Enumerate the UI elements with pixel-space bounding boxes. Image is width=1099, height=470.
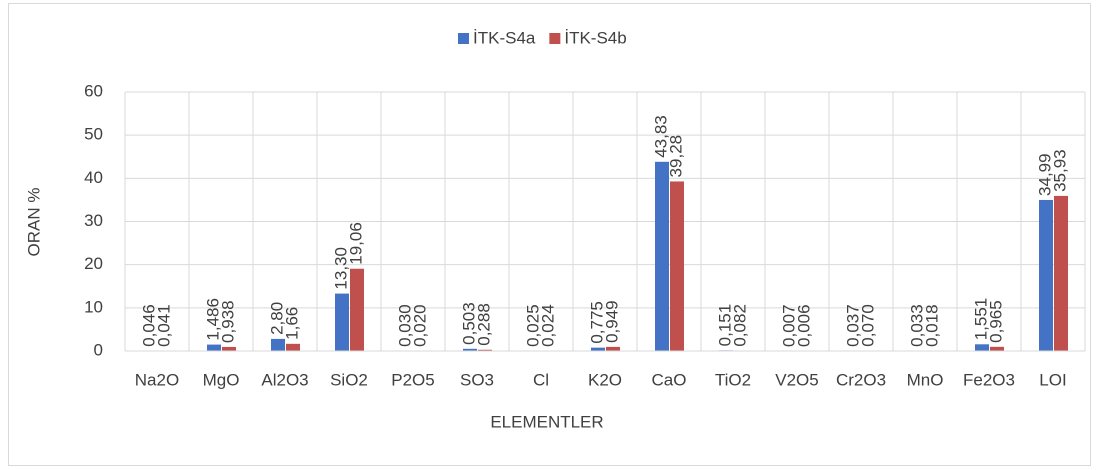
data-label: 39,28	[666, 135, 685, 178]
y-tick-label: 0	[94, 340, 103, 359]
data-label: 0,503	[459, 302, 478, 345]
data-label: 0,070	[858, 304, 877, 347]
chart-border	[8, 3, 1091, 466]
data-label: 43,83	[651, 115, 670, 158]
bar	[222, 346, 236, 351]
x-tick-label: SiO2	[330, 370, 368, 389]
data-label: 0,033	[907, 304, 926, 347]
data-label: 0,288	[474, 303, 493, 346]
data-label: 0,037	[843, 304, 862, 347]
bar	[591, 347, 605, 351]
y-tick-label: 40	[84, 168, 103, 187]
data-label: 0,024	[538, 304, 557, 347]
data-label: 0,775	[587, 301, 606, 344]
data-label: 2,80	[267, 302, 286, 335]
data-label: 0,938	[218, 300, 237, 343]
x-tick-label: LOI	[1039, 370, 1066, 389]
data-label: 0,041	[154, 304, 173, 347]
data-label: 35,93	[1050, 149, 1069, 192]
data-label: 0,018	[922, 304, 941, 347]
legend-label: İTK-S4a	[473, 28, 536, 47]
bar	[670, 181, 684, 351]
bar	[207, 344, 221, 351]
x-tick-label: Na2O	[135, 370, 179, 389]
bar	[271, 338, 285, 351]
bar	[335, 293, 349, 351]
x-tick-label: Cr2O3	[836, 370, 886, 389]
data-label: 1,66	[282, 307, 301, 340]
bar	[478, 349, 492, 351]
data-label: 0,949	[602, 300, 621, 343]
x-tick-label: Fe2O3	[963, 370, 1015, 389]
bar	[350, 268, 364, 351]
y-tick-label: 50	[84, 125, 103, 144]
data-label: 1,551	[971, 298, 990, 341]
bar	[1039, 199, 1053, 351]
bar	[975, 344, 989, 351]
data-label: 0,025	[523, 304, 542, 347]
data-label: 0,006	[794, 304, 813, 347]
y-tick-label: 60	[84, 81, 103, 100]
data-label: 0,020	[410, 304, 429, 347]
data-label: 0,151	[715, 304, 734, 347]
x-tick-label: Cl	[533, 370, 549, 389]
data-label: 0,007	[779, 304, 798, 347]
bar	[606, 346, 620, 351]
x-tick-label: CaO	[652, 370, 687, 389]
y-tick-label: 20	[84, 254, 103, 273]
x-tick-label: SO3	[460, 370, 494, 389]
data-label: 34,99	[1035, 153, 1054, 196]
y-axis-title: ORAN %	[24, 188, 43, 257]
data-label: 13,30	[331, 247, 350, 290]
bar	[655, 161, 669, 351]
bar	[990, 346, 1004, 351]
x-axis-title: ELEMENTLER	[490, 412, 603, 431]
x-tick-label: P2O5	[391, 370, 434, 389]
x-tick-label: MgO	[203, 370, 240, 389]
bar	[463, 348, 477, 351]
legend-label: İTK-S4b	[564, 28, 626, 47]
x-tick-label: TiO2	[715, 370, 751, 389]
data-label: 19,06	[346, 222, 365, 265]
x-tick-label: V2O5	[775, 370, 818, 389]
bar	[1054, 195, 1068, 351]
y-tick-label: 10	[84, 297, 103, 316]
data-label: 0,046	[139, 304, 158, 347]
bar	[286, 343, 300, 351]
x-tick-label: K2O	[588, 370, 622, 389]
legend-swatch	[549, 33, 561, 44]
data-label: 1,486	[203, 298, 222, 341]
legend-swatch	[458, 33, 469, 44]
y-tick-label: 30	[84, 211, 103, 230]
data-label: 0,030	[395, 304, 414, 347]
x-tick-label: Al2O3	[261, 370, 308, 389]
data-label: 0,965	[986, 300, 1005, 343]
data-label: 0,082	[730, 304, 749, 347]
x-tick-label: MnO	[907, 370, 944, 389]
